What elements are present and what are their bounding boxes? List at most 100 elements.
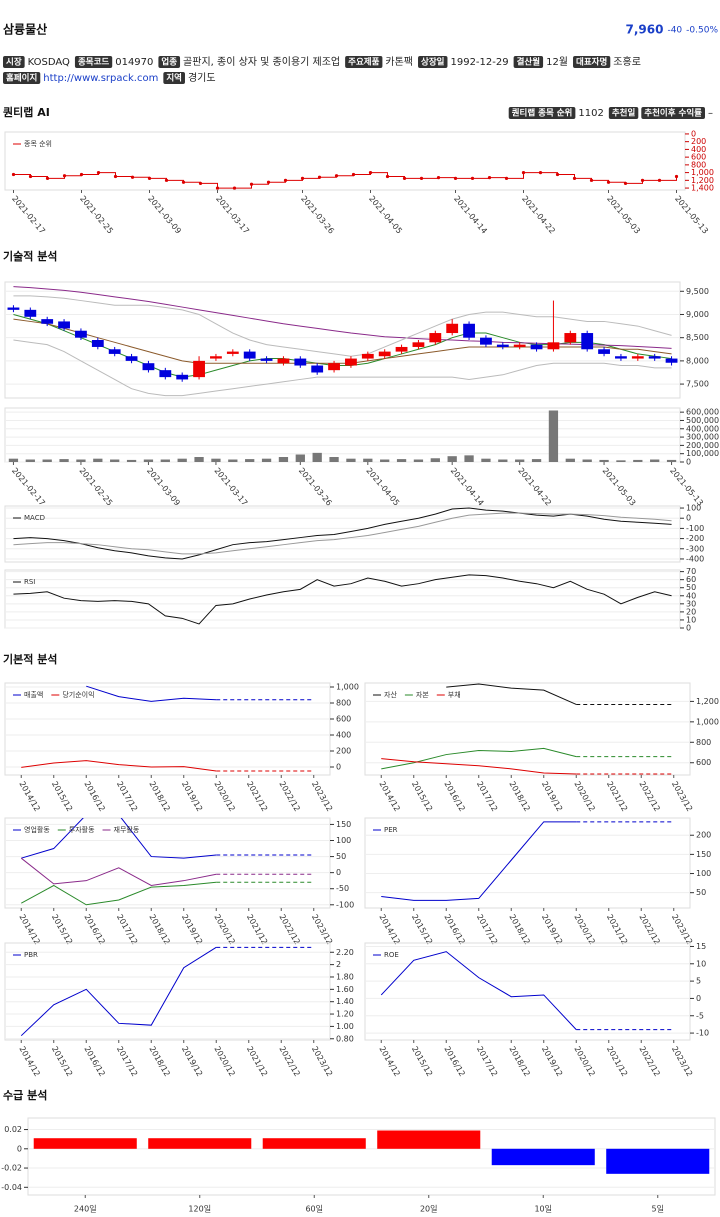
y-tick-label: 400 — [336, 731, 351, 740]
price: 7,960 — [625, 23, 663, 37]
bar — [464, 455, 474, 462]
y-tick-label: 200,000 — [686, 441, 719, 450]
candle-body — [564, 333, 577, 343]
candle-body — [176, 374, 189, 380]
x-tick-label: 2023/12 — [670, 1045, 694, 1078]
badge — [418, 56, 448, 68]
legend-label: 부채 — [448, 690, 461, 699]
data-line — [13, 295, 672, 357]
info-item: 대표자명 조홍로 — [573, 55, 641, 68]
bar — [531, 459, 542, 462]
info-value: 골판지, 종이 상자 및 종이용기 제조업 — [183, 55, 340, 68]
data-point — [232, 186, 237, 190]
bar — [380, 459, 390, 462]
x-tick-label: 2021-05-03 — [605, 194, 642, 235]
bar — [261, 458, 272, 462]
data-point — [181, 180, 186, 184]
data-point — [368, 171, 373, 175]
candle-body — [412, 342, 425, 347]
x-tick-label: 2017/12 — [475, 780, 499, 813]
y-tick-label: 100,000 — [686, 449, 719, 458]
x-tick-label: 2014/12 — [17, 780, 41, 813]
candle-body — [361, 353, 374, 359]
y-tick-label: 0 — [686, 458, 691, 467]
x-tick-label: 2015/12 — [50, 780, 74, 813]
chart-frame — [27, 1117, 716, 1196]
badge — [508, 107, 576, 119]
x-tick-label: 2021-02-17 — [10, 466, 47, 507]
chart-frame — [4, 505, 681, 563]
y-tick-label: -200 — [686, 534, 704, 543]
x-tick-label: 2019/12 — [540, 1045, 564, 1078]
x-tick-label: 2021-04-22 — [516, 466, 553, 507]
chart-frame — [4, 281, 681, 399]
info-item: 종목코드 014970 — [74, 56, 153, 68]
data-line — [381, 747, 577, 770]
info-item: 상장일 1992-12-29 — [418, 56, 509, 68]
y-tick-label: 60 — [686, 575, 696, 584]
homepage-link[interactable]: http://www.srpack.com — [43, 73, 158, 84]
price-rate: -0.50% — [686, 26, 718, 36]
bar — [25, 459, 35, 462]
x-tick-label: 2022/12 — [277, 913, 301, 946]
candle-body — [41, 319, 54, 324]
info-item: 결산월 12월 — [513, 56, 568, 68]
x-tick-label: 2020/12 — [572, 913, 596, 946]
x-tick-label: 2021-04-05 — [364, 466, 401, 507]
legend-label: MACD — [24, 514, 45, 522]
candle-body — [496, 344, 509, 347]
candle-body — [547, 342, 560, 350]
x-tick-label: 2021-02-25 — [78, 194, 115, 235]
x-tick-label: 2021-04-22 — [520, 194, 557, 235]
x-tick-label: 2015/12 — [410, 780, 434, 813]
bar — [278, 457, 289, 462]
y-tick-label: 50 — [696, 888, 706, 897]
bar — [548, 410, 559, 462]
chart-frame — [4, 131, 686, 191]
data-point — [606, 180, 611, 184]
bar — [245, 459, 255, 462]
y-tick-label: 1.80 — [336, 972, 354, 981]
x-tick-label: 2019/12 — [540, 913, 564, 946]
data-point — [249, 182, 254, 186]
legend-label: 매출액 — [24, 690, 43, 699]
x-tick-label: 2016/12 — [82, 913, 106, 946]
x-tick-label: 10일 — [534, 1205, 552, 1214]
data-point — [11, 172, 16, 177]
x-tick-label: 2016/12 — [442, 780, 466, 813]
x-tick-label: 2015/12 — [410, 1045, 434, 1078]
x-tick-label: 2014/12 — [377, 1045, 401, 1078]
candle-body — [615, 356, 627, 359]
bar — [481, 458, 491, 462]
candle-body — [243, 351, 256, 359]
x-tick-label: 2023/12 — [670, 913, 694, 946]
y-tick-label: 100 — [696, 869, 711, 878]
bar — [126, 459, 137, 462]
candle-body — [345, 358, 357, 366]
y-tick-label: 0 — [691, 129, 696, 138]
bar — [295, 454, 305, 462]
data-point — [589, 178, 594, 182]
bar — [515, 459, 525, 462]
y-tick-label: 400 — [691, 145, 706, 154]
candle-body — [108, 349, 121, 354]
candle-body — [328, 363, 340, 371]
info-value: 카톤팩 — [385, 56, 413, 68]
data-point — [419, 176, 424, 180]
x-tick-label: 2015/12 — [410, 913, 434, 946]
data-point — [487, 176, 492, 180]
chart-frame — [4, 942, 331, 1041]
candle-body — [277, 358, 290, 364]
y-tick-label: 0 — [696, 994, 701, 1003]
y-tick-label: 1,000 — [336, 683, 359, 692]
x-tick-label: 2021-05-13 — [673, 194, 710, 235]
x-tick-label: 2015/12 — [50, 1045, 74, 1078]
bar — [447, 456, 457, 462]
y-tick-label: 15 — [696, 942, 706, 951]
badge-label: 주요제품 — [348, 57, 379, 68]
stock-name: 삼륭물산 — [3, 22, 47, 37]
x-tick-label: 2016/12 — [442, 913, 466, 946]
y-tick-label: 0 — [17, 1144, 22, 1153]
y-tick-label: -100 — [686, 524, 704, 533]
x-tick-label: 2014/12 — [377, 780, 401, 813]
